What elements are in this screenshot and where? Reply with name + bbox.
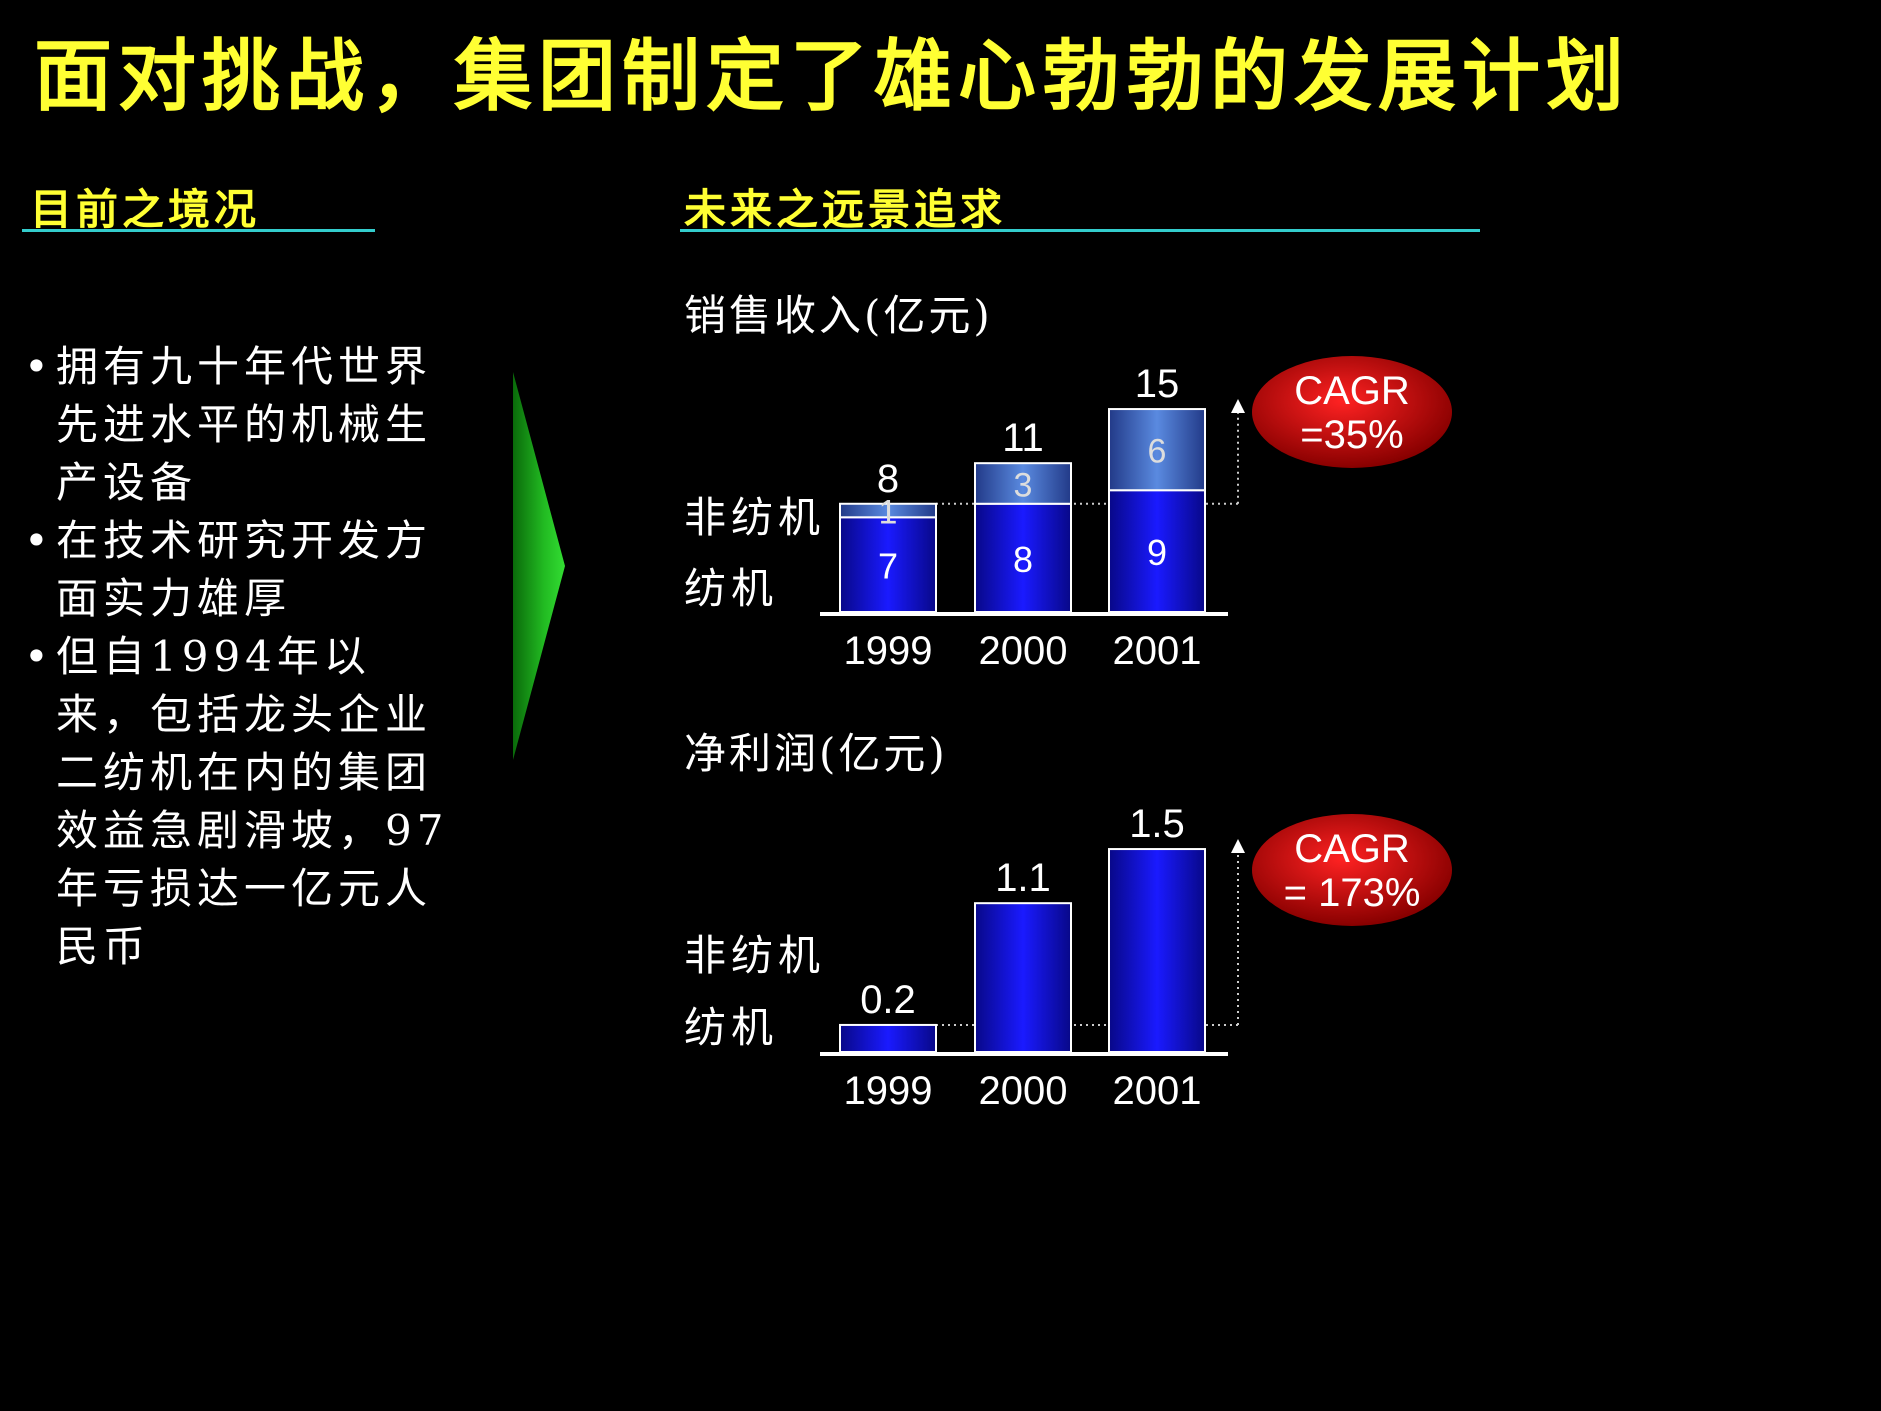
green-arrow-icon [513, 372, 565, 760]
current-situation-heading: 目前之境况 [30, 185, 261, 234]
cagr-label: =35% [1300, 413, 1403, 457]
segment-label-non-textile: 1 [879, 494, 898, 532]
profit-chart-title: 净利润(亿元) [684, 729, 948, 778]
segment-label-non-textile: 6 [1148, 433, 1167, 471]
x-tick-label: 2001 [1113, 1069, 1202, 1113]
sales-label-non-textile: 非纺机 [684, 493, 826, 542]
bar-non-textile [1108, 408, 1206, 492]
value-label: 1.1 [995, 856, 1051, 900]
page-title: 面对挑战，集团制定了雄心勃勃的发展计划 [34, 31, 1631, 122]
x-tick-label: 1999 [844, 1069, 933, 1113]
bullet-item: 在技术研究开发方面实力雄厚 [24, 512, 464, 628]
value-label: 1.5 [1129, 802, 1185, 846]
segment-label-textile: 9 [1147, 532, 1167, 573]
bar-profit [839, 1023, 937, 1053]
total-label: 15 [1135, 362, 1180, 406]
cagr-label: CAGR [1294, 827, 1410, 871]
cagr-badge [1252, 814, 1452, 926]
left-heading-rule [22, 229, 375, 232]
x-tick-label: 2000 [979, 629, 1068, 673]
bar-non-textile [974, 462, 1072, 505]
profit-row-label-textile: 纺机 [684, 1003, 779, 1052]
bullet-item: 拥有九十年代世界先进水平的机械生产设备 [24, 338, 464, 512]
bar-profit [974, 902, 1072, 1053]
cagr-badge [1252, 356, 1452, 468]
future-vision-heading: 未来之远景追求 [684, 185, 1007, 234]
profit-row-label-non-textile: 非纺机 [684, 931, 826, 980]
value-label: 0.2 [860, 978, 916, 1022]
situation-bullets: 拥有九十年代世界先进水平的机械生产设备 在技术研究开发方面实力雄厚 但自1994… [24, 338, 464, 976]
total-label: 8 [877, 457, 899, 501]
profit-bar-chart: 0.2 1.1 1.5 1999 2000 2001 CAGR= 173% [820, 802, 1452, 1113]
growth-arrow-head [1231, 399, 1245, 414]
sales-chart-title: 销售收入(亿元) [684, 291, 993, 340]
growth-arrow-head [1231, 839, 1245, 854]
bar-non-textile [839, 502, 937, 519]
segment-label-textile: 8 [1013, 539, 1033, 580]
x-tick-label: 2000 [979, 1069, 1068, 1113]
total-label: 11 [1002, 416, 1044, 460]
right-heading-rule [680, 229, 1480, 232]
bar-textile [974, 502, 1072, 613]
x-tick-label: 1999 [844, 629, 933, 673]
bullet-item: 但自1994年以来，包括龙头企业二纺机在内的集团效益急剧滑坡，97年亏损达一亿元… [24, 628, 464, 976]
x-tick-label: 2001 [1113, 629, 1202, 673]
sales-label-textile: 纺机 [684, 564, 779, 613]
cagr-label: = 173% [1284, 871, 1421, 915]
cagr-label: CAGR [1294, 369, 1410, 413]
bar-profit [1108, 848, 1206, 1053]
bar-textile [1108, 489, 1206, 613]
segment-label-non-textile: 3 [1014, 466, 1033, 504]
segment-label-textile: 7 [878, 546, 898, 587]
